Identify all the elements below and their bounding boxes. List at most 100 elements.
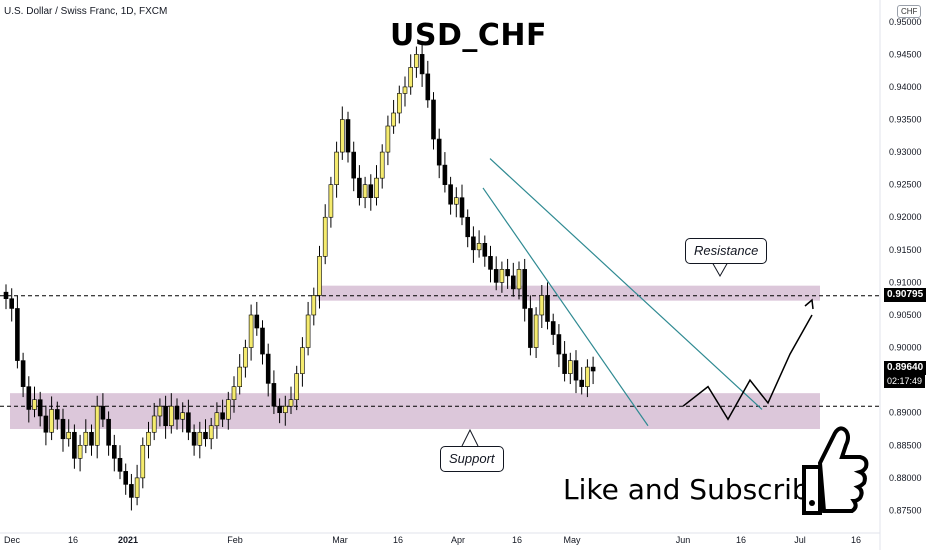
y-tick-label: 0.94500 bbox=[889, 49, 922, 59]
candle-body bbox=[476, 243, 482, 251]
y-tick-label: 0.91000 bbox=[889, 277, 922, 287]
channel-upper bbox=[489, 158, 763, 410]
candle-body bbox=[528, 308, 533, 348]
candle-body bbox=[180, 412, 185, 420]
y-tick-label: 0.90500 bbox=[889, 310, 922, 320]
candle-body bbox=[123, 471, 128, 485]
candle-body bbox=[590, 366, 596, 372]
candle-body bbox=[282, 405, 288, 414]
support-callout-pointer bbox=[461, 428, 479, 447]
candle-body bbox=[197, 431, 203, 446]
candle-body bbox=[94, 405, 100, 446]
candle-body bbox=[66, 431, 71, 440]
candle-body bbox=[499, 269, 505, 283]
candle-body bbox=[15, 308, 20, 361]
candle-body bbox=[465, 216, 471, 238]
candle-body bbox=[37, 399, 43, 417]
candle-body bbox=[260, 327, 265, 355]
candle-body bbox=[277, 405, 282, 414]
candle-body bbox=[9, 298, 14, 309]
candle-body bbox=[311, 295, 317, 316]
y-tick-label: 0.93000 bbox=[889, 147, 922, 157]
candle-body bbox=[362, 184, 368, 198]
candle-body bbox=[351, 151, 357, 179]
candle-body bbox=[516, 269, 522, 290]
candle-body bbox=[368, 184, 374, 198]
candle-body bbox=[220, 412, 225, 420]
candle-body bbox=[208, 425, 214, 440]
zone-support bbox=[10, 393, 820, 430]
candle-body bbox=[89, 431, 94, 446]
y-tick-label: 0.88000 bbox=[889, 473, 922, 483]
currency-badge[interactable]: CHF bbox=[897, 5, 922, 18]
y-tick-label: 0.92500 bbox=[889, 180, 922, 190]
candle-body bbox=[186, 412, 191, 433]
y-tick-label: 0.87500 bbox=[889, 505, 922, 515]
zone-resistance bbox=[318, 285, 820, 301]
candle-body bbox=[556, 334, 562, 355]
candle-body bbox=[106, 418, 111, 446]
resistance-level-tag: 0.90795 bbox=[884, 288, 927, 302]
candle-body bbox=[237, 366, 242, 387]
candle-body bbox=[169, 405, 174, 427]
candle-body bbox=[357, 177, 362, 198]
candle-body bbox=[214, 412, 220, 427]
candle-body bbox=[488, 256, 493, 270]
candle-body bbox=[414, 54, 419, 68]
candle-body bbox=[32, 399, 37, 410]
candle-body bbox=[134, 477, 140, 498]
x-tick-label: Jul bbox=[794, 535, 806, 545]
candle-body bbox=[453, 197, 459, 205]
candle-body bbox=[385, 125, 391, 153]
candle-body bbox=[391, 112, 396, 127]
candle-body bbox=[203, 431, 208, 440]
candle-body bbox=[72, 431, 77, 459]
projection-path bbox=[682, 314, 813, 421]
candle-body bbox=[339, 119, 345, 153]
channel-lower bbox=[482, 187, 649, 427]
candle-body bbox=[265, 353, 271, 384]
candle-body bbox=[43, 415, 49, 433]
candle-body bbox=[100, 405, 106, 420]
candle-body bbox=[550, 321, 556, 335]
candle-body bbox=[243, 347, 248, 368]
candle-body bbox=[579, 379, 585, 387]
candle-body bbox=[345, 119, 351, 153]
candle-body bbox=[402, 86, 408, 94]
candle-body bbox=[174, 405, 180, 420]
y-tick-label: 0.92000 bbox=[889, 212, 922, 222]
candle-body bbox=[3, 291, 9, 299]
candle-body bbox=[163, 405, 168, 427]
resistance-callout-pointer bbox=[711, 261, 729, 278]
x-tick-label: 16 bbox=[851, 535, 861, 545]
candle-body bbox=[129, 484, 134, 498]
x-tick-label: Feb bbox=[227, 535, 243, 545]
x-tick-label: Mar bbox=[332, 535, 348, 545]
candle-body bbox=[585, 366, 590, 387]
x-tick-label: May bbox=[563, 535, 581, 545]
thumbs-up-icon bbox=[802, 426, 869, 515]
candle-body bbox=[294, 373, 300, 400]
x-tick-label: 2021 bbox=[118, 535, 138, 545]
candle-body bbox=[425, 73, 431, 101]
x-tick-label: 16 bbox=[68, 535, 78, 545]
x-tick-label: 16 bbox=[736, 535, 746, 545]
candle-body bbox=[539, 295, 545, 316]
support-callout: Support bbox=[440, 446, 504, 472]
candle-body bbox=[436, 138, 442, 166]
candle-body bbox=[54, 409, 60, 420]
candle-body bbox=[471, 236, 476, 251]
candle-body bbox=[20, 360, 26, 387]
candle-body bbox=[140, 444, 146, 479]
y-tick-label: 0.93500 bbox=[889, 115, 922, 125]
x-tick-label: 16 bbox=[393, 535, 403, 545]
candle-body bbox=[522, 269, 528, 309]
chart-title: USD_CHF bbox=[390, 18, 547, 53]
candle-body bbox=[567, 360, 573, 374]
candle-body bbox=[545, 295, 550, 322]
candle-body bbox=[459, 197, 465, 218]
candle-body bbox=[49, 409, 54, 433]
projection-arrowhead bbox=[804, 298, 814, 310]
candle-body bbox=[573, 360, 579, 381]
candle-body bbox=[77, 444, 83, 459]
